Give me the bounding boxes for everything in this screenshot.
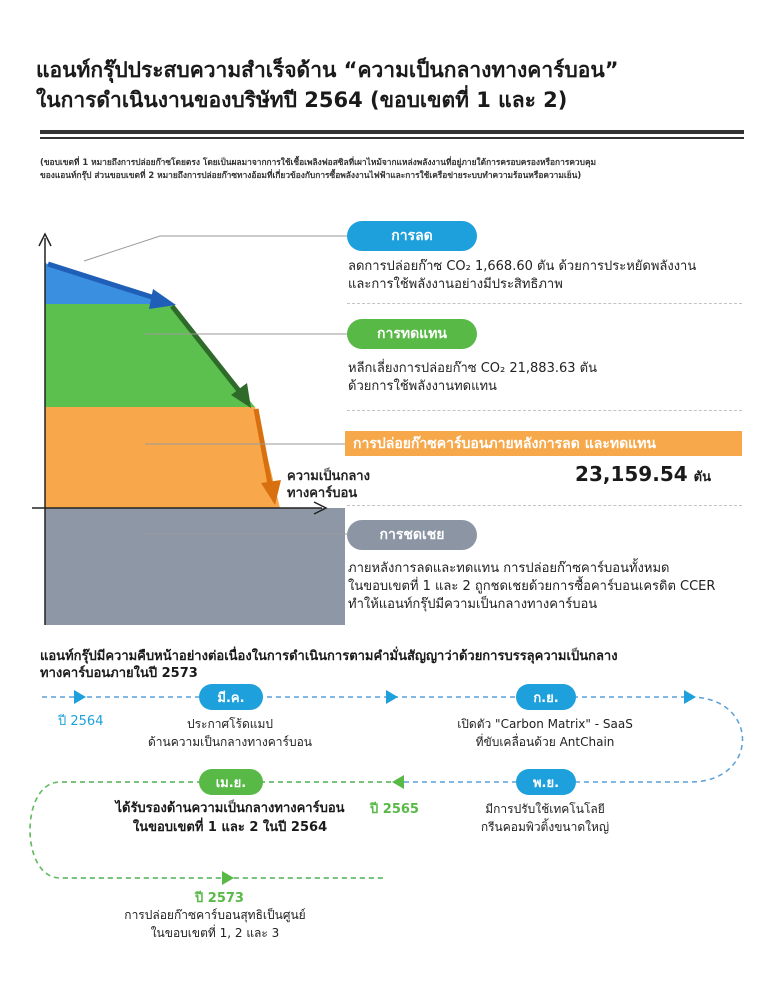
timeline-pill-sep: ก.ย. bbox=[516, 684, 576, 710]
remaining-value-unit: ตัน bbox=[693, 470, 711, 485]
page-title-line2: ในการดำเนินงานของบริษัทปี 2564 (ขอบเขตที… bbox=[36, 88, 568, 112]
offset-desc-line1: ภายหลังการลดและทดแทน การปล่อยก๊าซคาร์บอน… bbox=[348, 561, 670, 576]
timeline-nov-line2: กรีนคอมพิวติ้งขนาดใหญ่ bbox=[480, 820, 610, 834]
remaining-arrow bbox=[253, 408, 273, 485]
reduction-desc-line1: ลดการปล่อยก๊าซ CO₂ 1,668.60 ตัน ด้วยการป… bbox=[348, 259, 697, 274]
substitution-desc-line1: หลีกเลี่ยงการปล่อยก๊าซ CO₂ 21,883.63 ตัน bbox=[348, 361, 597, 376]
timeline-pill-mar: มี.ค. bbox=[199, 684, 263, 710]
reduction-arrowhead bbox=[149, 289, 176, 309]
year-2564-label: ปี 2564 bbox=[58, 714, 104, 729]
carbon-neutral-label-line1: ความเป็นกลาง bbox=[287, 469, 370, 484]
remaining-arrowhead bbox=[261, 480, 281, 505]
remaining-value-number: 23,159.54 bbox=[575, 462, 688, 486]
year-2565-label: ปี 2565 bbox=[370, 802, 419, 817]
page-title-line1: แอนท์กรุ๊ปประสบความสำเร็จด้าน “ความเป็นก… bbox=[36, 58, 619, 82]
timeline-marker-2565 bbox=[392, 775, 404, 789]
year-2573-label: ปี 2573 bbox=[195, 891, 244, 906]
timeline-marker-2564 bbox=[74, 690, 86, 704]
timeline-title-line2: ทางคาร์บอนภายในปี 2573 bbox=[40, 666, 198, 681]
substitution-separator bbox=[347, 410, 742, 411]
timeline-nov-line1: มีการปรับใช้เทคโนโลยี bbox=[485, 802, 605, 816]
timeline-pill-nov: พ.ย. bbox=[516, 769, 576, 795]
y-axis-arrowhead bbox=[38, 232, 52, 247]
timeline-mar-line1: ประกาศโร้ดแมป bbox=[186, 717, 274, 731]
remaining-separator bbox=[347, 505, 742, 506]
substitution-pill: การทดแทน bbox=[347, 319, 477, 349]
remaining-emission-bar: การปล่อยก๊าซคาร์บอนภายหลังการลด และทดแทน bbox=[345, 431, 742, 456]
scope-note-line1: (ขอบเขตที่ 1 หมายถึงการปล่อยก๊าซโดยตรง โ… bbox=[40, 157, 597, 167]
timeline-marker-end1 bbox=[684, 690, 696, 704]
title-divider-thin bbox=[40, 137, 744, 139]
remaining-emission-block bbox=[45, 407, 280, 508]
title-divider-thick bbox=[40, 130, 744, 134]
timeline-apr-line2: ในขอบเขตที่ 1 และ 2 ในปี 2564 bbox=[132, 820, 328, 835]
reduction-separator bbox=[347, 303, 742, 304]
reduction-pill: การลด bbox=[347, 221, 477, 251]
reduction-desc-line2: และการใช้พลังงานอย่างมีประสิทธิภาพ bbox=[348, 277, 563, 292]
offset-pill: การชดเชย bbox=[347, 520, 477, 550]
offset-block bbox=[45, 508, 345, 625]
timeline-mar-line2: ด้านความเป็นกลางทางคาร์บอน bbox=[147, 735, 313, 749]
timeline-title: แอนท์กรุ๊ปมีความคืบหน้าอย่างต่อเนื่องในก… bbox=[40, 648, 618, 682]
scope-note-line2: ของแอนท์กรุ๊ป ส่วนขอบเขตที่ 2 หมายถึงการ… bbox=[40, 170, 582, 180]
substitution-block bbox=[45, 304, 255, 407]
x-axis-arrowhead bbox=[313, 501, 328, 515]
timeline-title-line1: แอนท์กรุ๊ปมีความคืบหน้าอย่างต่อเนื่องในก… bbox=[40, 649, 618, 664]
offset-desc-line2: ในขอบเขตที่ 1 และ 2 ถูกชดเชยด้วยการซื้อค… bbox=[348, 579, 716, 594]
timeline-goal-line1: การปล่อยก๊าซคาร์บอนสุทธิเป็นศูนย์ bbox=[124, 908, 306, 922]
substitution-desc-line2: ด้วยการใช้พลังงานทดแทน bbox=[348, 379, 497, 394]
timeline-pill-apr: เม.ย. bbox=[199, 769, 263, 795]
carbon-neutral-label-line2: ทางคาร์บอน bbox=[287, 486, 358, 501]
carbon-neutral-label: ความเป็นกลาง ทางคาร์บอน bbox=[287, 468, 370, 502]
timeline-sep-line1: เปิดตัว "Carbon Matrix" - SaaS bbox=[457, 717, 633, 731]
timeline-sep-line2: ที่ขับเคลื่อนด้วย AntChain bbox=[475, 735, 615, 749]
remaining-emission-value: 23,159.54 ตัน bbox=[575, 462, 711, 487]
timeline-apr-line1: ได้รับรองด้านความเป็นกลางทางคาร์บอน bbox=[115, 801, 345, 816]
offset-desc-line3: ทำให้แอนท์กรุ๊ปมีความเป็นกลางทางคาร์บอน bbox=[348, 597, 598, 612]
substitution-arrowhead bbox=[231, 383, 251, 408]
timeline-marker-2573 bbox=[222, 871, 234, 885]
timeline-marker-mid1 bbox=[386, 690, 398, 704]
reduction-arrow bbox=[47, 261, 159, 302]
reduction-leader-line bbox=[83, 235, 347, 262]
substitution-arrow bbox=[170, 304, 242, 394]
timeline-goal-line2: ในขอบเขตที่ 1, 2 และ 3 bbox=[150, 926, 280, 940]
